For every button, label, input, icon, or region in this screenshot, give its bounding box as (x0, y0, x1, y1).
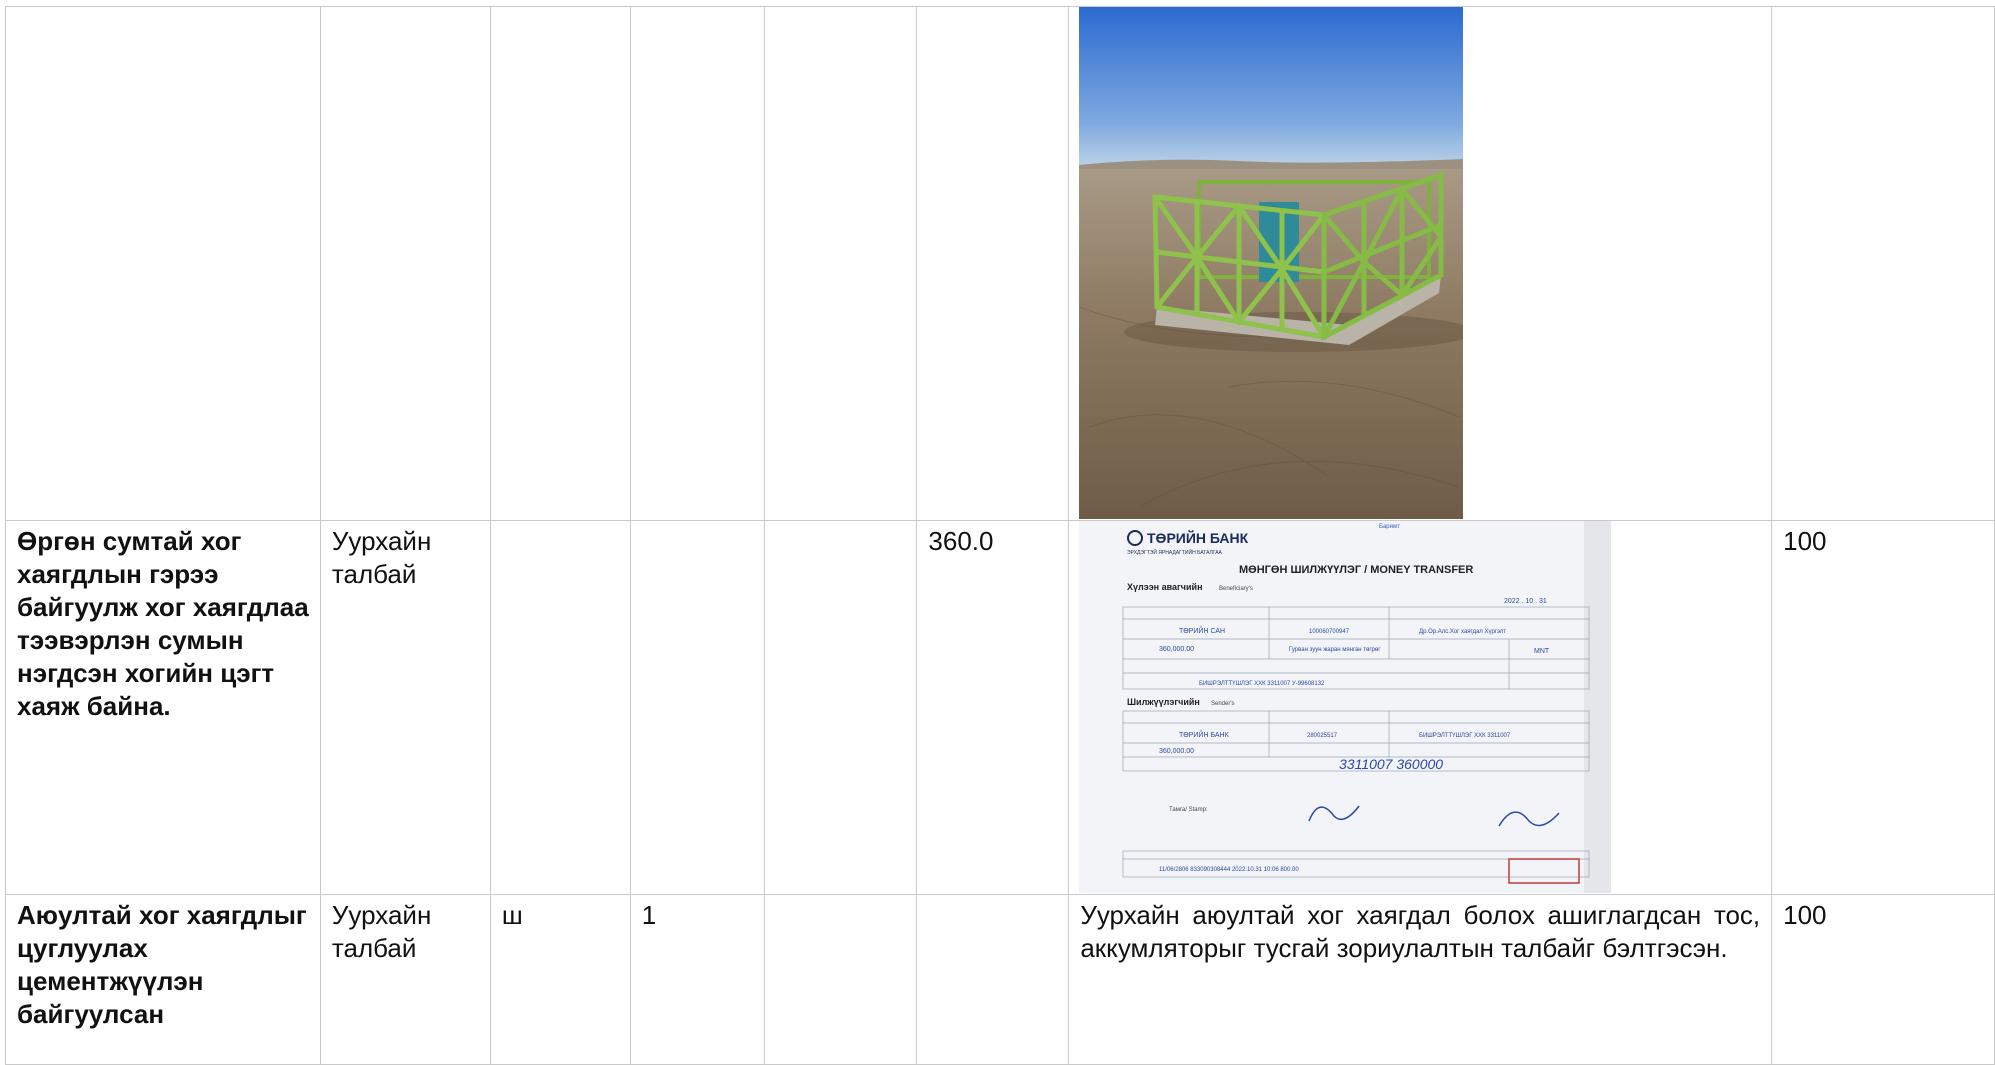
quantity-cell: 1 (629, 894, 765, 1065)
money-transfer-receipt: ТӨРИЙН БАНК ЭРХДЭГТЭЙ ЯРНАДАГТИЙН БАТАЛГ… (1079, 521, 1612, 893)
table-row (5, 6, 1995, 521)
waste-cage-photo-svg (1079, 7, 1464, 519)
signature-label: Тамга/ Stamp: (1169, 807, 1208, 813)
percent-cell: 100 (1771, 894, 1995, 1065)
sender-amount: 360,000.00 (1159, 748, 1194, 755)
sender-heading-en: Sender's (1211, 701, 1235, 707)
beneficiary-bank: ТӨРИЙН САН (1179, 626, 1225, 635)
beneficiary-account: 100060700947 (1309, 629, 1350, 635)
sender-name: БИШРЭЛТТҮШЛЭГ ХХК 3311007 (1419, 733, 1511, 739)
beneficiary-amount: 360,000.00 (1159, 646, 1194, 653)
activity-cell: Аюултай хог хаягдлыг цуглуулах цементжүү… (5, 894, 321, 1065)
unit-cell (489, 6, 631, 521)
evidence-cell (1068, 6, 1773, 521)
evidence-text: Уурхайн аюултай хог хаягдал болох ашигла… (1080, 900, 1761, 963)
evidence-cell: ТӨРИЙН БАНК ЭРХДЭГТЭЙ ЯРНАДАГТИЙН БАТАЛГ… (1068, 520, 1773, 895)
receipt-date: 2022 . 10 . 31 (1504, 598, 1547, 605)
currency: MNT (1534, 648, 1550, 655)
column5-cell (763, 6, 918, 521)
bank-stamp (1508, 858, 1581, 884)
waste-cage-photo (1079, 7, 1464, 519)
signature-mark (1498, 811, 1560, 827)
bank-name: ТӨРИЙН БАНК (1147, 529, 1249, 546)
location-cell: Уурхайн талбай (319, 894, 491, 1065)
bank-subtitle: ЭРХДЭГТЭЙ ЯРНАДАГТИЙН БАТАЛГАА (1127, 548, 1223, 556)
beneficiary-heading-en: Beneficiary's (1219, 586, 1253, 592)
bank-logo-icon (1127, 530, 1144, 546)
cost-cell (916, 894, 1070, 1065)
quantity-cell (629, 520, 765, 895)
table-row: Аюултай хог хаягдлыг цуглуулах цементжүү… (5, 894, 1995, 1065)
transfer-purpose: БИШРЭЛТТҮШЛЭГ ХХК 3311007 У-99608132 (1199, 681, 1325, 687)
cost-cell (916, 6, 1070, 521)
location-cell: Уурхайн талбай (319, 520, 491, 895)
unit-cell (489, 520, 631, 895)
activity-cell (5, 6, 321, 521)
activity-table: Өргөн сумтай хог хаягдлын гэрээ байгуулж… (5, 6, 1995, 1065)
location-cell (319, 6, 491, 521)
handwritten-note: 3311007 360000 (1339, 756, 1443, 772)
percent-cell: 100 (1771, 520, 1995, 895)
sender-account: 280025517 (1307, 733, 1338, 739)
bottom-ids: 11/06/2806 833090308444 2022.10.31 10:06… (1159, 867, 1299, 873)
column5-cell (763, 520, 918, 895)
signature-mark (1308, 805, 1360, 822)
beneficiary-heading: Хүлээн авагчийн (1127, 582, 1203, 592)
amount-in-words: Гурван зуун жаран мянган төгрөг (1289, 647, 1381, 653)
receipt-svg: ТӨРИЙН БАНК ЭРХДЭГТЭЙ ЯРНАДАГТИЙН БАТАЛГ… (1079, 521, 1612, 893)
table-row: Өргөн сумтай хог хаягдлын гэрээ байгуулж… (5, 520, 1995, 895)
percent-cell (1771, 6, 1995, 521)
activity-cell: Өргөн сумтай хог хаягдлын гэрээ байгуулж… (5, 520, 321, 895)
evidence-cell: Уурхайн аюултай хог хаягдал болох ашигла… (1068, 894, 1773, 1065)
unit-cell: ш (489, 894, 631, 1065)
column5-cell (763, 894, 918, 1065)
beneficiary-name: Др.Ор.Алс.Хог хаягдал Хүргэлт (1419, 629, 1506, 635)
sender-heading: Шилжүүлэгчийн (1127, 697, 1200, 707)
stamp-label: Баримт (1379, 524, 1400, 530)
sender-bank: ТӨРИЙН БАНК (1179, 730, 1230, 739)
quantity-cell (629, 6, 765, 521)
cost-cell: 360.0 (916, 520, 1070, 895)
form-title: МӨНГӨН ШИЛЖҮҮЛЭГ / MONEY TRANSFER (1239, 564, 1473, 576)
